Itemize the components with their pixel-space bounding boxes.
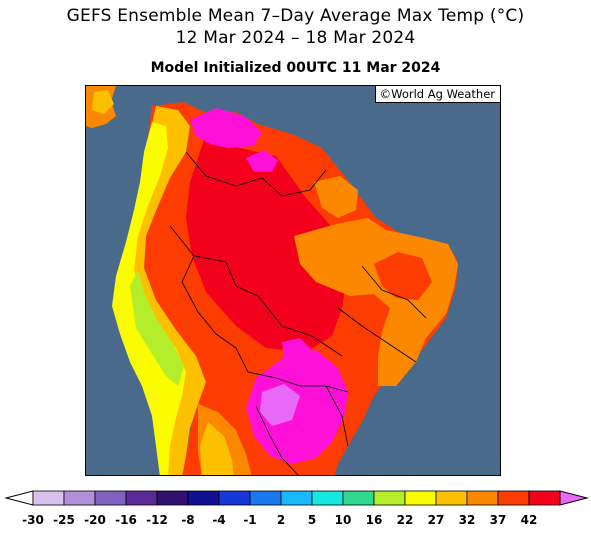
legend-swatch [63,490,96,506]
legend-swatch [404,490,437,506]
paraguay-peak-heat [260,384,300,426]
paraguay-extreme-heat [246,350,348,464]
legend-swatch [280,490,313,506]
legend-tick-label: -8 [181,513,194,527]
legend-tick-label: 2 [277,513,285,527]
legend-tick-label: 22 [397,513,414,527]
legend-swatch [311,490,344,506]
legend-tick-label: 27 [428,513,445,527]
amazon-hot-zone [186,140,348,352]
temperature-map: ©World Ag Weather [85,85,501,476]
legend-swatch [528,490,561,506]
legend-tick-label: 37 [490,513,507,527]
legend-swatch [249,490,282,506]
legend-tick-label: 10 [335,513,352,527]
legend-tick-label: -4 [212,513,225,527]
legend-swatch [497,490,530,506]
credit-label: ©World Ag Weather [374,86,500,103]
legend-swatch [342,490,375,506]
legend-tick-label: -12 [146,513,168,527]
legend-tick-label: -30 [22,513,44,527]
andes-mild-band [112,122,186,475]
legend-tick-label: -25 [53,513,75,527]
legend-swatch [32,490,65,506]
guiana-warm-zone [314,176,358,218]
legend-tick-label: -1 [243,513,256,527]
central-america-warm-zone [92,90,114,114]
bolivia-extreme-heat [282,338,312,362]
legend-tick-label: -16 [115,513,137,527]
country-borders [169,151,427,475]
legend-swatch [187,490,220,506]
venezuela-extreme-heat [190,108,262,148]
legend-swatch [373,490,406,506]
legend-tick-label: 16 [366,513,383,527]
legend-tick-label: 42 [521,513,538,527]
color-legend: -30 -25 -20 -16 -12 -8 -4 -1 2 5 10 16 22 27 32 37 42 [4,490,589,527]
map-canvas [86,86,500,475]
northeast-brazil-hot-zone [374,252,432,300]
legend-arrow-low [4,490,34,506]
legend-swatch [125,490,158,506]
andes-cool-band [130,270,184,386]
map-title: GEFS Ensemble Mean 7–Day Average Max Tem… [66,6,525,26]
legend-arrow-high [559,490,589,506]
model-init-subtitle: Model Initialized 00UTC 11 Mar 2024 [150,60,441,76]
legend-swatch [435,490,468,506]
legend-tick-label: 5 [308,513,316,527]
legend-swatch [156,490,189,506]
legend-swatch [218,490,251,506]
legend-tick-label: -20 [84,513,106,527]
date-range: 12 Mar 2024 – 18 Mar 2024 [175,28,416,48]
legend-tick-label: 32 [459,513,476,527]
southern-cone-mild [200,422,234,475]
venezuela-extreme-heat-2 [246,150,278,172]
legend-swatch [466,490,499,506]
legend-swatch [94,490,127,506]
